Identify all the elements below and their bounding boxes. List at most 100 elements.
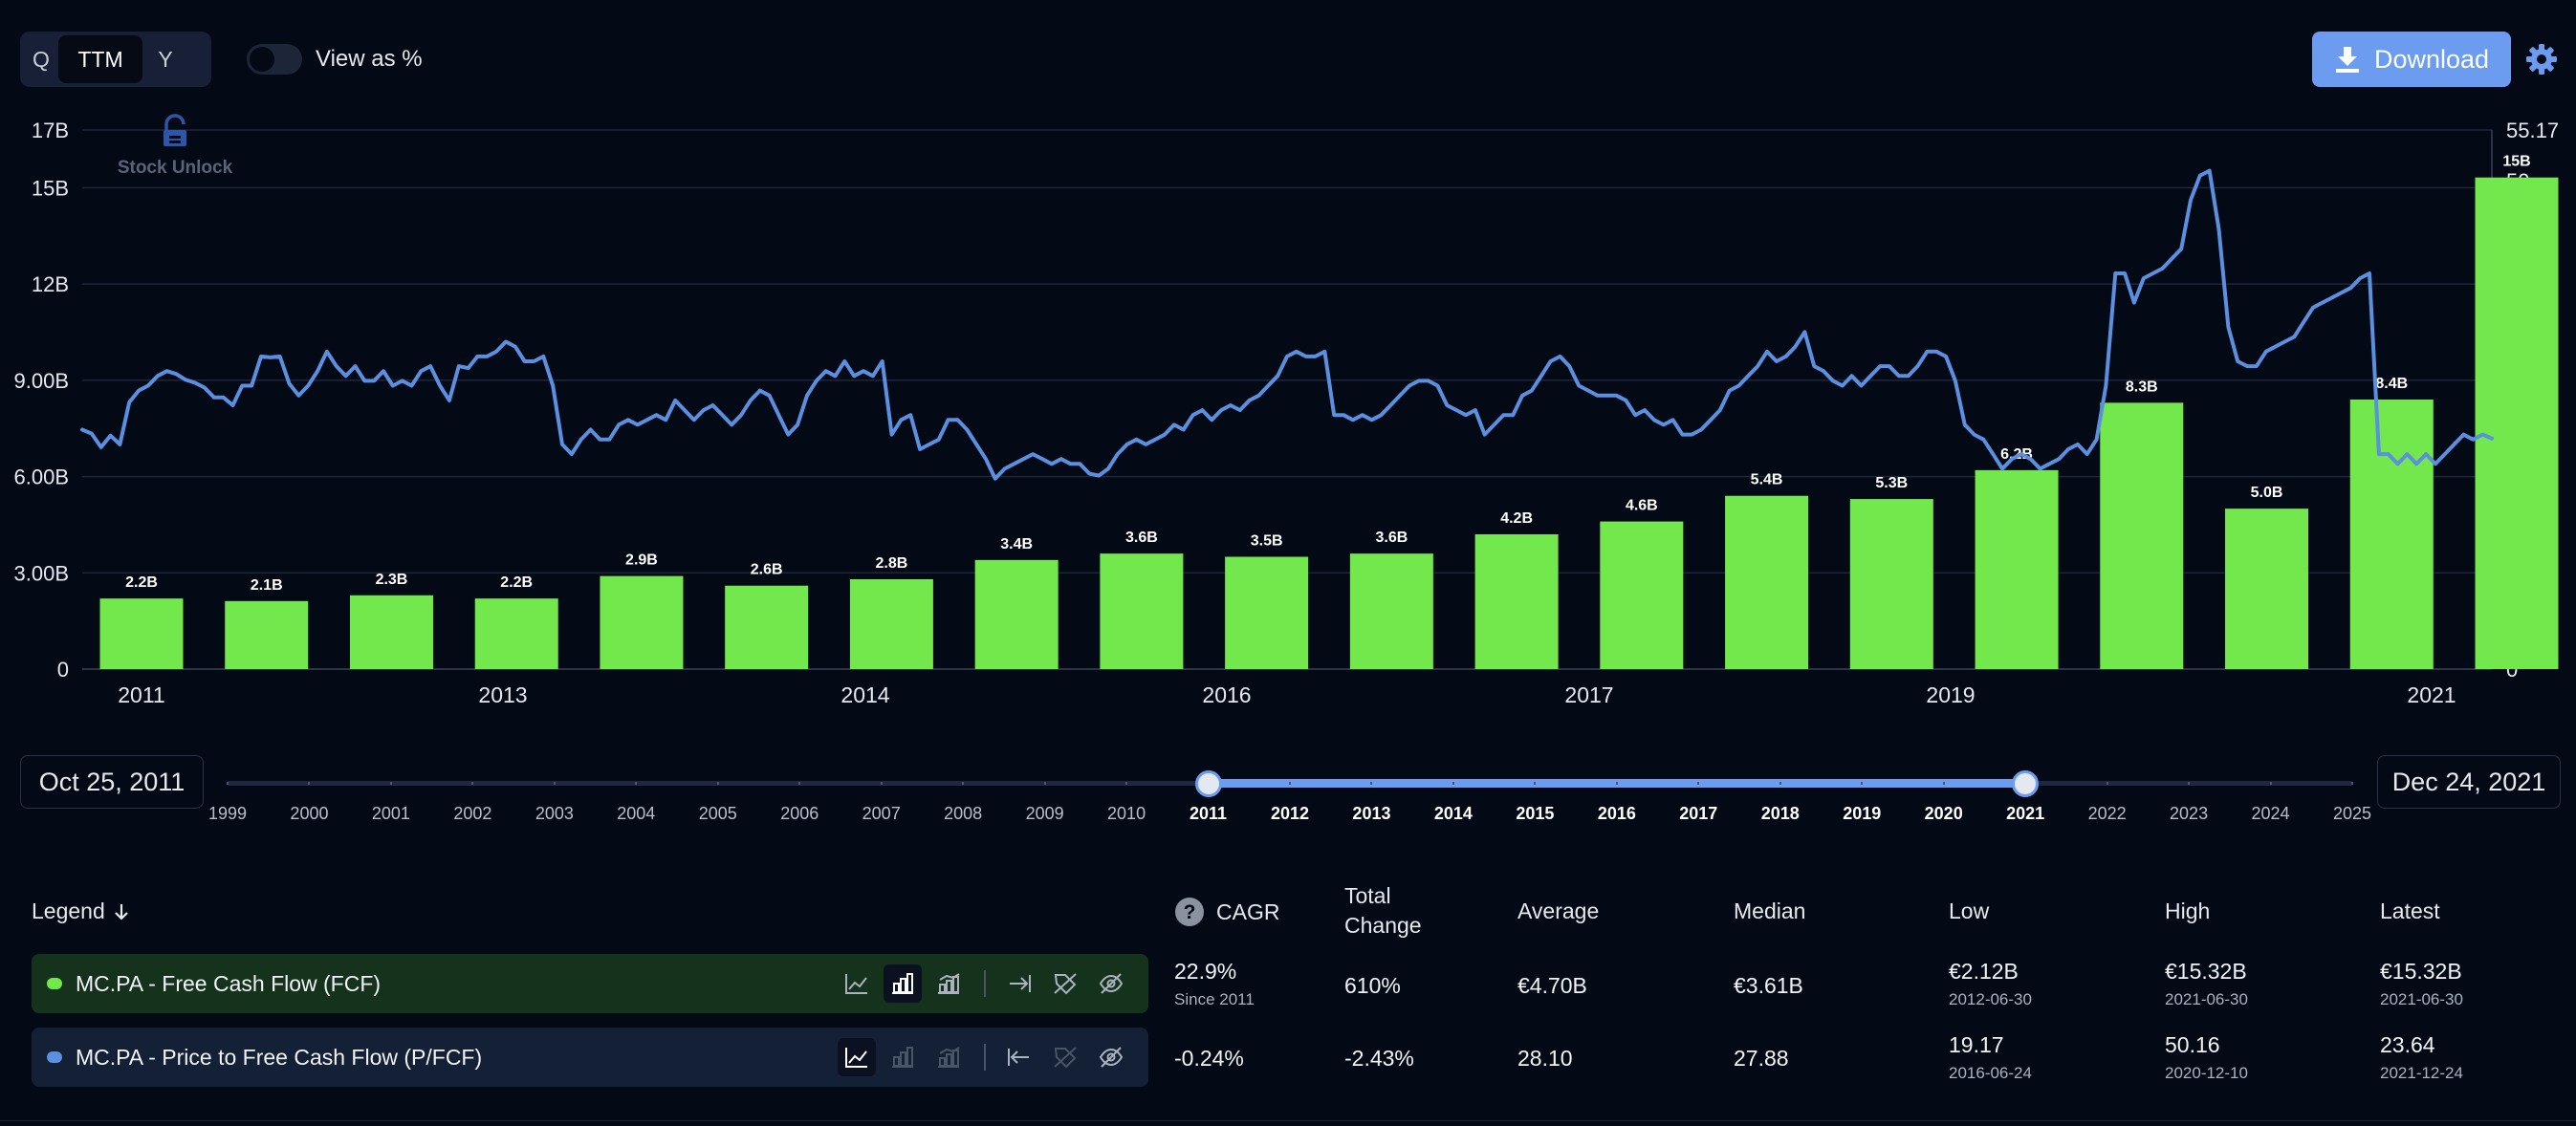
slider-year-label: 2019 [1843, 804, 1882, 823]
fcf-bar [849, 579, 933, 669]
start-date-box[interactable]: Oct 25, 2011 [20, 755, 204, 809]
bar-chart-icon[interactable] [884, 1038, 922, 1076]
slider-year-label: 2007 [862, 804, 901, 823]
fcf-series-label: MC.PA - Free Cash Flow (FCF) [76, 970, 382, 996]
slider-tick [389, 782, 392, 785]
slider-tick [308, 782, 311, 785]
stock-unlock-watermark: Stock Unlock [118, 114, 233, 178]
bar-data-label: 3.4B [1000, 536, 1033, 552]
x-axis-tick-label: 2016 [1202, 682, 1251, 707]
low-header: Low [1949, 899, 1990, 923]
pfcf-series-label: MC.PA - Price to Free Cash Flow (P/FCF) [76, 1044, 483, 1070]
question-icon[interactable]: ? [1174, 897, 1205, 927]
pfcf-high: 50.16 [2165, 1032, 2220, 1057]
view-as-percent-label: View as % [316, 46, 423, 72]
fcf-bar [99, 598, 184, 669]
bar-data-label: 5.3B [1875, 475, 1908, 491]
slider-tick [227, 782, 229, 785]
bar-data-label: 5.4B [1751, 472, 1783, 488]
slider-tick [716, 782, 719, 785]
period-q-button[interactable]: Q [33, 46, 50, 72]
average-header: Average [1517, 899, 1600, 923]
combo-chart-icon[interactable] [929, 1038, 968, 1076]
fcf-series-dot [47, 978, 62, 989]
legend-row-pfcf[interactable]: MC.PA - Price to Free Cash Flow (P/FCF) [32, 1028, 1148, 1087]
left-axis-tick-label: 6.00B [14, 466, 70, 489]
bar-data-label: 3.6B [1125, 530, 1158, 546]
label-off-icon[interactable] [1046, 964, 1084, 1003]
pfcf-latest: 23.64 [2380, 1032, 2435, 1057]
slider-year-label: 2016 [1597, 804, 1636, 823]
line-chart-icon[interactable] [838, 1038, 876, 1076]
x-axis-ticks: 2011 2013 2014 2016 2017 2019 2021 [118, 682, 2456, 707]
bar-data-label: 2.8B [876, 555, 908, 572]
pfcf-latest-date: 2021-12-24 [2380, 1064, 2463, 1082]
bar-series [99, 177, 2559, 669]
slider-year-label: 2000 [290, 804, 329, 823]
slider-tick [962, 782, 965, 785]
bar-data-labels: 2.2B 2.1B 2.3B 2.2B 2.9B 2.6B 2.8B 3.4B 3.6B 3.5B… [125, 154, 2531, 594]
pfcf-median: 27.88 [1734, 1046, 1789, 1071]
slider-year-label: 2022 [2087, 804, 2127, 823]
download-icon [2335, 47, 2359, 73]
period-y-button[interactable]: Y [158, 46, 173, 72]
fcf-bar [1225, 556, 1309, 669]
fcf-bar [225, 600, 309, 669]
cagr-header-label: CAGR [1216, 899, 1280, 924]
combo-chart-icon[interactable] [929, 964, 968, 1003]
fcf-cagr-since: Since 2011 [1174, 990, 1255, 1008]
pfcf-series-dot [47, 1051, 62, 1063]
fcf-bar [1100, 553, 1184, 669]
slider-year-label: 2020 [1924, 804, 1963, 823]
bottom-divider [0, 1120, 2576, 1121]
watermark-text: Stock Unlock [118, 158, 233, 178]
label-off-icon[interactable] [1046, 1038, 1084, 1076]
fcf-average: €4.70B [1517, 973, 1587, 998]
hide-series-icon[interactable] [1092, 1038, 1130, 1076]
slider-year-label: 2014 [1433, 804, 1473, 823]
period-ttm-button[interactable]: TTM [58, 35, 142, 83]
move-right-axis-icon[interactable] [1000, 964, 1038, 1003]
fcf-bar [1349, 553, 1433, 669]
download-button[interactable]: Download [2312, 32, 2511, 87]
slider-year-label: 2018 [1760, 804, 1800, 823]
end-date-box[interactable]: Dec 24, 2021 [2377, 755, 2561, 809]
fcf-bar [2100, 402, 2184, 669]
pfcf-low-date: 2016-06-24 [1949, 1064, 2032, 1082]
move-left-axis-icon[interactable] [1000, 1038, 1038, 1076]
line-chart-icon[interactable] [838, 964, 876, 1003]
slider-end-handle[interactable] [2012, 770, 2040, 797]
bar-data-label: 8.3B [2126, 379, 2158, 395]
total-change-header-line1: Total [1344, 883, 1391, 908]
slider-tick [1615, 782, 1618, 785]
slider-tick [1452, 782, 1454, 785]
legend-header[interactable]: Legend [32, 897, 130, 926]
slider-year-label: 2024 [2251, 804, 2290, 823]
arrow-down-icon [114, 903, 128, 920]
date-range-slider[interactable] [0, 765, 2576, 832]
slider-start-handle[interactable] [1194, 770, 1222, 797]
bar-chart-icon[interactable] [884, 964, 922, 1003]
slider-tick [1370, 782, 1373, 785]
left-axis-tick-label: 15B [32, 176, 69, 200]
bar-data-label: 2.2B [125, 574, 158, 591]
slider-year-label: 2003 [535, 804, 574, 823]
slider-year-label: 2025 [2332, 804, 2372, 823]
slider-tick [2269, 782, 2272, 785]
x-axis-tick-label: 2021 [2407, 682, 2456, 707]
left-axis-tick-label: 17B [32, 119, 69, 142]
slider-tick [2106, 782, 2108, 785]
slider-tick [1942, 782, 1945, 785]
fcf-median: €3.61B [1734, 973, 1803, 998]
legend-row-fcf[interactable]: MC.PA - Free Cash Flow (FCF) [32, 954, 1148, 1013]
view-as-percent-toggle[interactable] [247, 44, 302, 75]
median-header: Median [1734, 899, 1806, 923]
slider-tick [2188, 782, 2191, 785]
x-axis-tick-label: 2011 [118, 682, 164, 707]
hide-series-icon[interactable] [1092, 964, 1130, 1003]
gear-icon[interactable] [2524, 42, 2559, 76]
x-axis-tick-label: 2019 [1926, 682, 1975, 707]
fcf-low: €2.12B [1949, 959, 2019, 984]
icon-separator [984, 1044, 986, 1071]
pfcf-low: 19.17 [1949, 1032, 2004, 1057]
